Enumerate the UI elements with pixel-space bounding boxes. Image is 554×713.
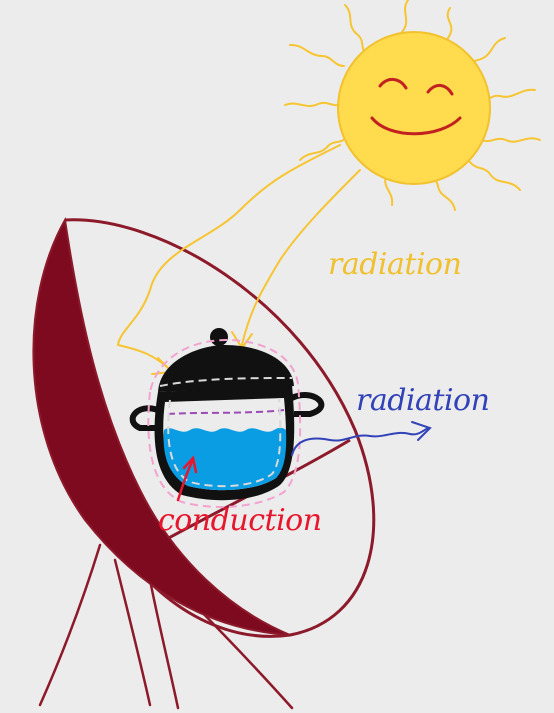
pot-inner-dashes (167, 397, 282, 488)
sun-disc (337, 31, 491, 185)
pot-lid-knob (210, 328, 228, 346)
pot-outline-dashes (147, 338, 302, 508)
pot-lid (158, 345, 294, 392)
pot-water-line (167, 409, 285, 415)
pot-left-handle (129, 405, 164, 431)
pot-radiation-label: radiation (356, 383, 489, 418)
conduction-arrow (176, 455, 198, 502)
sun-icon (284, 0, 541, 211)
sun-face (370, 78, 462, 136)
sun-radiation-label: radiation (328, 247, 461, 282)
cooking-pot-icon (129, 328, 325, 508)
pot-radiation-arrow (291, 421, 432, 456)
dish-rim-outline (64, 218, 376, 638)
pot-right-handle (290, 392, 325, 417)
pot-lid-rim-dashes (159, 377, 293, 387)
sun-radiation-arrows (117, 144, 361, 375)
dish-back-crescent (32, 216, 291, 636)
pot-water (163, 427, 287, 491)
conduction-label: conduction (158, 503, 322, 538)
